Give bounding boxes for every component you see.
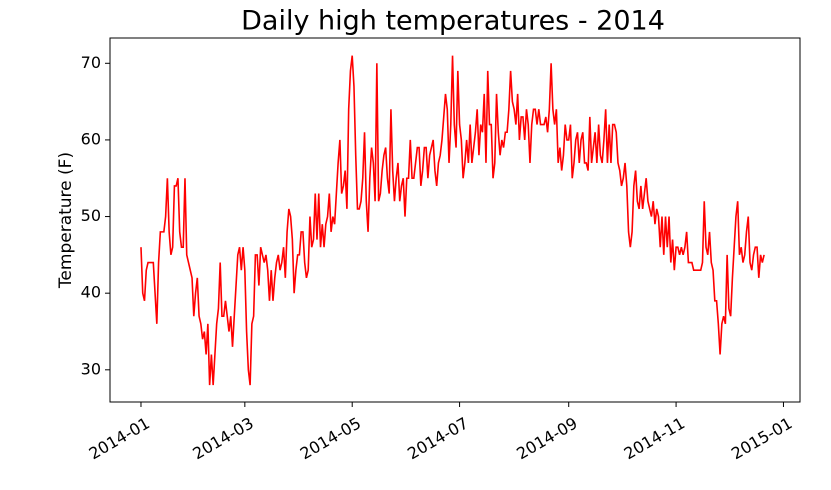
x-tick-label: 2015-01 [728, 413, 795, 463]
y-tick-label: 70 [81, 53, 101, 72]
y-tick-label: 40 [81, 283, 101, 302]
y-tick-label: 50 [81, 206, 101, 225]
data-line [140, 55, 765, 386]
x-tick-label: 2014-07 [404, 413, 471, 463]
y-tick-label: 30 [81, 359, 101, 378]
x-tick-label: 2014-05 [297, 413, 364, 463]
y-axis-label: Temperature (F) [56, 152, 76, 289]
x-tick-label: 2014-11 [621, 413, 688, 463]
x-tick-label: 2014-01 [86, 413, 153, 463]
plot-frame [109, 37, 801, 403]
y-tick-label: 60 [81, 129, 101, 148]
x-tick-label: 2014-03 [189, 413, 256, 463]
x-tick-label: 2014-09 [513, 413, 580, 463]
chart-title: Daily high temperatures - 2014 [241, 6, 665, 37]
